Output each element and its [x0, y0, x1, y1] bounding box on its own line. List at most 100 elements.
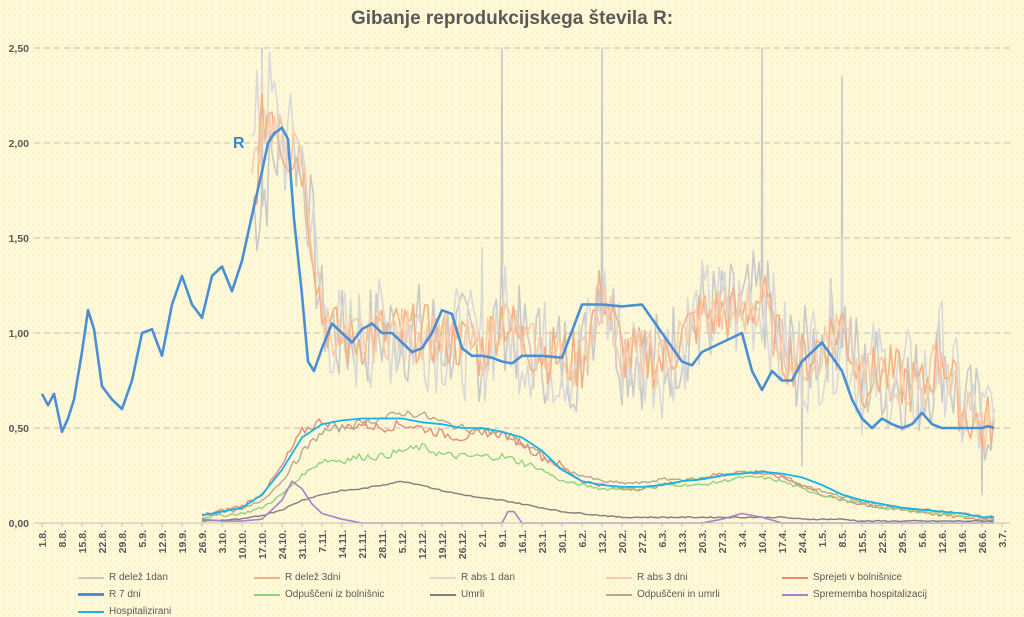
legend-swatch — [254, 593, 280, 596]
legend-item: Odpuščeni iz bolnišnic — [254, 589, 430, 600]
legend-swatch — [606, 576, 632, 579]
legend-swatch — [254, 576, 280, 579]
legend-label: R 7 dni — [109, 589, 141, 600]
legend-item: R abs 3 dni — [606, 572, 782, 583]
series-line-7 — [201, 480, 995, 523]
x-tick-label: 27.3. — [717, 530, 729, 553]
legend-swatch — [782, 593, 808, 596]
grid-lines — [34, 47, 1010, 429]
y-tick-label: 2,50 — [9, 43, 30, 55]
x-tick-label: 3.4. — [737, 530, 749, 548]
legend: R delež 1dan R delež 3dni R abs 1 dan R abs… — [78, 572, 958, 617]
legend-item: R delež 3dni — [254, 572, 430, 583]
x-tick-label: 2.1. — [477, 530, 489, 548]
legend-swatch — [606, 593, 632, 596]
legend-item: Sprememba hospitalizacij — [782, 589, 958, 600]
x-tick-label: 17.4. — [777, 530, 789, 553]
legend-item: Umrli — [430, 589, 606, 600]
x-tick-label: 23.1. — [537, 530, 549, 553]
x-tick-label: 31.10. — [297, 530, 309, 559]
x-tick-label: 1.5. — [817, 530, 829, 548]
x-tick-label: 26.9. — [197, 530, 209, 553]
x-tick-label: 13.3. — [677, 530, 689, 553]
x-tick-label: 19.6. — [957, 530, 969, 553]
x-tick-label: 12.12. — [417, 530, 429, 559]
legend-label: Odpuščeni iz bolnišnic — [285, 589, 385, 600]
x-tick-label: 30.1. — [557, 530, 569, 553]
x-tick-label: 8.8. — [57, 530, 69, 548]
series-line-5 — [40, 126, 995, 434]
x-tick-label: 15.8. — [77, 530, 89, 553]
x-tick-label: 5.9. — [137, 530, 149, 548]
legend-item: Sprejeti v bolnišnice — [782, 572, 958, 583]
x-tick-label: 27.2. — [637, 530, 649, 553]
x-tick-label: 29.5. — [897, 530, 909, 553]
series-line-0 — [251, 47, 995, 496]
legend-swatch — [78, 610, 104, 613]
x-tick-label: 13.2. — [597, 530, 609, 553]
x-tick-label: 26.6. — [977, 530, 989, 553]
y-tick-label: 0,00 — [9, 518, 30, 530]
series-layer — [40, 47, 995, 524]
legend-label: R abs 1 dan — [461, 572, 515, 583]
x-tick-label: 22.5. — [877, 530, 889, 553]
legend-label: Sprememba hospitalizacij — [813, 589, 927, 600]
r-annotation: R — [233, 135, 245, 152]
y-tick-label: 2,00 — [9, 138, 30, 150]
legend-item: Hospitalizirani — [78, 606, 254, 617]
x-tick-label: 8.5. — [837, 530, 849, 548]
x-tick-label: 10.10. — [237, 530, 249, 559]
x-tick-label: 19.9. — [177, 530, 189, 553]
legend-label: Sprejeti v bolnišnice — [813, 572, 902, 583]
legend-label: R delež 1dan — [109, 572, 168, 583]
x-tick-label: 7.11. — [317, 530, 329, 553]
x-tick-label: 6.3. — [657, 530, 669, 548]
legend-label: R delež 3dni — [285, 572, 341, 583]
x-tick-label: 9.1. — [497, 530, 509, 548]
x-tick-label: 21.11. — [357, 530, 369, 559]
legend-item: R 7 dni — [78, 589, 254, 600]
x-tick-label: 28.11. — [377, 530, 389, 559]
x-tick-label: 20.3. — [697, 530, 709, 553]
x-tick-label: 17.10. — [257, 530, 269, 559]
x-tick-label: 24.4. — [797, 530, 809, 553]
legend-swatch — [78, 593, 104, 596]
x-tick-label: 5.6. — [917, 530, 929, 548]
x-tick-label: 12.6. — [937, 530, 949, 553]
legend-swatch — [430, 576, 456, 579]
x-tick-label: 3.7. — [997, 530, 1009, 548]
legend-item: R delež 1dan — [78, 572, 254, 583]
chart-title: Gibanje reprodukcijskega števila R: — [350, 8, 674, 29]
legend-label: R abs 3 dni — [637, 572, 688, 583]
x-tick-label: 10.4. — [757, 530, 769, 553]
axes: 0,00 0,50 1,00 1,50 2,00 2,50 1.8. 8.8. 15.8. 22.… — [9, 43, 1010, 559]
x-tick-label: 6.2. — [577, 530, 589, 548]
x-tick-label: 19.12. — [437, 530, 449, 559]
series-line-10 — [201, 417, 994, 519]
y-tick-label: 1,50 — [9, 233, 30, 245]
series-line-8 — [201, 410, 995, 519]
series-line-6 — [201, 443, 995, 520]
legend-label: Hospitalizirani — [109, 606, 172, 617]
legend-item: Odpuščeni in umrli — [606, 589, 782, 600]
x-tick-label: 12.9. — [157, 530, 169, 553]
series-line-3 — [251, 113, 995, 453]
legend-label: Umrli — [461, 589, 485, 600]
legend-swatch — [78, 576, 104, 579]
y-tick-label: 0,50 — [9, 423, 30, 435]
x-tick-label: 26.12. — [457, 530, 469, 559]
x-tick-label: 24.10. — [277, 530, 289, 559]
legend-label: Odpuščeni in umrli — [637, 589, 720, 600]
x-tick-label: 14.11. — [337, 530, 349, 559]
legend-swatch — [430, 593, 456, 596]
y-tick-label: 1,00 — [9, 328, 30, 340]
x-tick-label: 20.2. — [617, 530, 629, 553]
x-tick-label: 22.8. — [97, 530, 109, 553]
x-tick-label: 29.8. — [117, 530, 129, 553]
series-line-2 — [251, 51, 995, 450]
x-tick-label: 15.5. — [857, 530, 869, 553]
x-tick-label: 3.10. — [217, 530, 229, 553]
legend-swatch — [782, 576, 808, 579]
